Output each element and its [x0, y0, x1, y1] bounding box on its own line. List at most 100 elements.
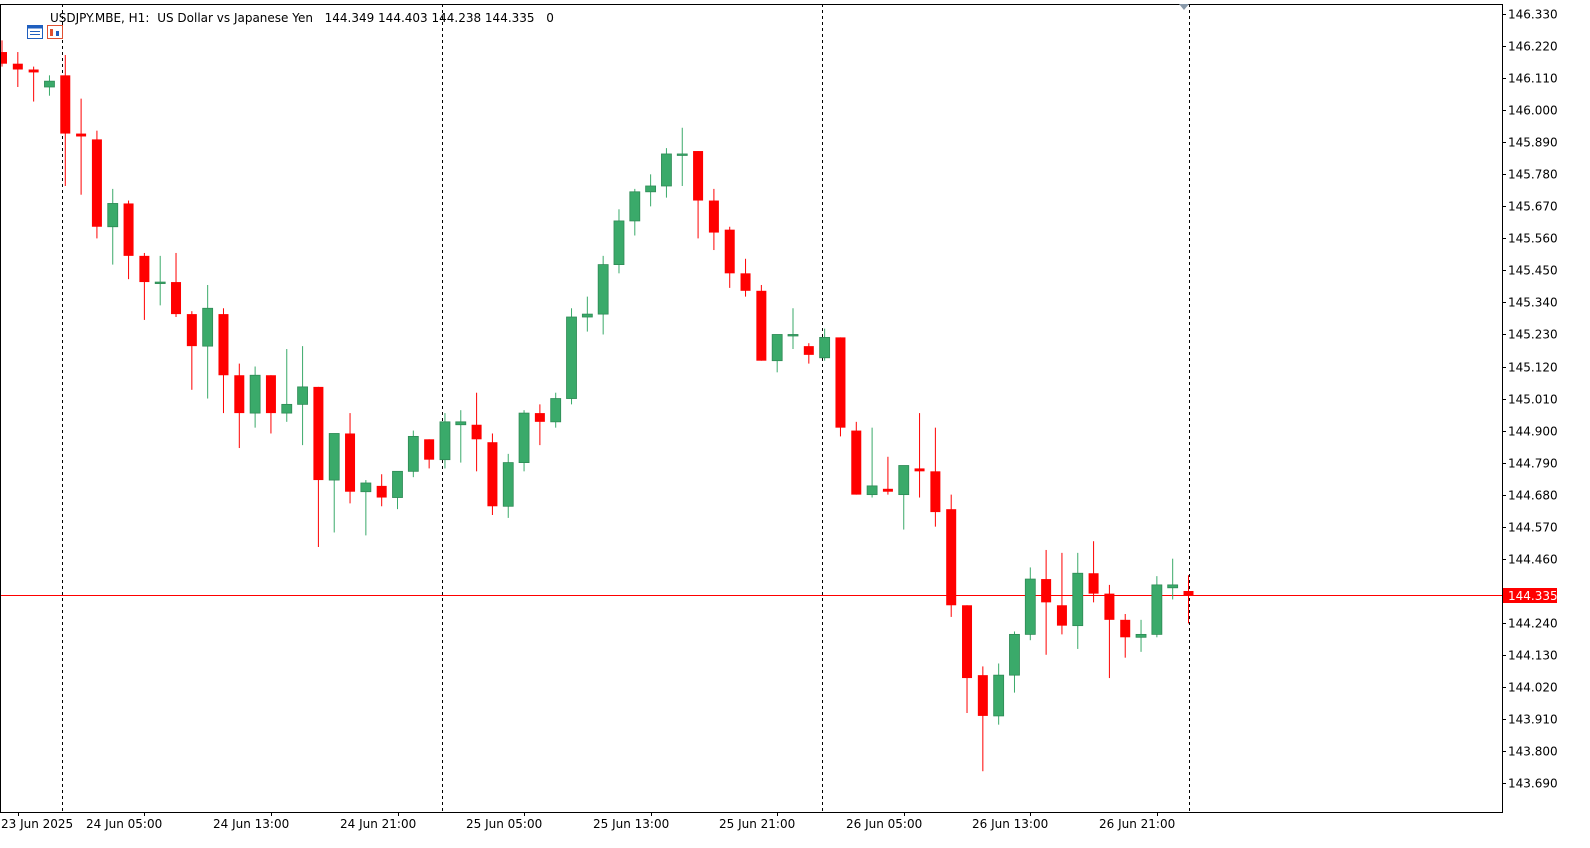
candle[interactable]: [487, 433, 498, 516]
price-axis[interactable]: 146.330 146.220 146.110 146.000 145.890 145.7…: [1502, 8, 1558, 791]
candle[interactable]: [661, 148, 672, 198]
candle[interactable]: [471, 392, 482, 472]
candle[interactable]: [0, 40, 7, 67]
candle[interactable]: [123, 200, 134, 280]
candle[interactable]: [787, 308, 799, 350]
candle[interactable]: [882, 456, 893, 495]
candle[interactable]: [234, 363, 245, 449]
candle[interactable]: [898, 465, 910, 530]
candle-body: [676, 153, 688, 156]
candle-body: [708, 200, 719, 233]
candle[interactable]: [851, 421, 862, 495]
candle[interactable]: [328, 433, 340, 533]
candle[interactable]: [154, 255, 166, 306]
candle[interactable]: [139, 252, 150, 320]
candle[interactable]: [186, 311, 197, 390]
candle[interactable]: [1056, 552, 1067, 635]
candle[interactable]: [708, 188, 719, 251]
candle[interactable]: [91, 130, 102, 239]
candle[interactable]: [281, 349, 293, 422]
candle[interactable]: [376, 474, 387, 507]
candle[interactable]: [946, 494, 957, 617]
candle[interactable]: [297, 346, 308, 446]
candle[interactable]: [218, 308, 229, 414]
candle[interactable]: [1024, 567, 1036, 641]
candle[interactable]: [424, 439, 435, 469]
candle[interactable]: [313, 386, 324, 548]
candle[interactable]: [597, 255, 609, 335]
candle[interactable]: [930, 427, 941, 527]
candle-body: [1104, 593, 1115, 620]
period-separators: [62, 4, 1190, 812]
candle[interactable]: [1183, 575, 1194, 624]
tick-volume: 0: [546, 11, 554, 25]
time-tick-label: 25 Jun 13:00: [593, 817, 669, 831]
candles[interactable]: [0, 40, 1194, 772]
candle[interactable]: [566, 308, 577, 405]
current-price-label: 144.335: [1508, 589, 1558, 603]
candle-body: [471, 424, 482, 440]
candle-body: [313, 386, 324, 481]
candle[interactable]: [977, 666, 988, 772]
candle[interactable]: [345, 413, 356, 504]
candle[interactable]: [107, 188, 119, 265]
candle[interactable]: [1009, 631, 1020, 693]
candle[interactable]: [518, 410, 530, 472]
candle[interactable]: [171, 252, 182, 318]
chart-window-icon[interactable]: [24, 11, 63, 39]
candle[interactable]: [60, 54, 71, 186]
candle[interactable]: [676, 127, 688, 186]
candle[interactable]: [693, 151, 704, 239]
candle[interactable]: [76, 98, 87, 195]
candle[interactable]: [581, 296, 593, 332]
candle[interactable]: [407, 430, 419, 478]
candle[interactable]: [962, 605, 973, 714]
candle[interactable]: [265, 375, 276, 434]
candle-body: [487, 442, 498, 507]
candle[interactable]: [44, 75, 55, 96]
candle[interactable]: [756, 284, 767, 361]
candle[interactable]: [819, 328, 831, 361]
candle[interactable]: [613, 209, 625, 274]
candle[interactable]: [1120, 614, 1131, 658]
candle[interactable]: [360, 480, 372, 536]
chart-shift-marker-icon[interactable]: [1179, 4, 1189, 10]
candle[interactable]: [1151, 576, 1163, 638]
candle[interactable]: [1072, 552, 1084, 649]
candle[interactable]: [534, 404, 545, 446]
price-tick-label: 146.000: [1508, 104, 1558, 118]
candle[interactable]: [1135, 619, 1147, 652]
candle[interactable]: [803, 343, 814, 364]
candle[interactable]: [645, 174, 657, 207]
candle[interactable]: [455, 410, 467, 463]
candle[interactable]: [914, 413, 925, 498]
candle[interactable]: [1041, 549, 1052, 655]
candle[interactable]: [28, 66, 39, 102]
candle[interactable]: [771, 334, 783, 373]
candle[interactable]: [1167, 558, 1179, 600]
candle-body: [693, 151, 704, 201]
candle[interactable]: [1088, 541, 1099, 603]
candle[interactable]: [502, 453, 514, 518]
candle[interactable]: [866, 427, 878, 498]
candle[interactable]: [629, 188, 641, 236]
candle-body: [534, 413, 545, 422]
candle-body: [360, 482, 372, 493]
candle-body: [882, 488, 893, 492]
time-axis[interactable]: 23 Jun 2025 24 Jun 05:00 24 Jun 13:00 24 Ju…: [1, 812, 1175, 831]
candle[interactable]: [550, 392, 562, 428]
list-window-icon[interactable]: [4, 11, 43, 39]
candle[interactable]: [1104, 584, 1115, 679]
candle[interactable]: [392, 470, 403, 510]
candle[interactable]: [249, 366, 261, 428]
candle[interactable]: [993, 663, 1005, 725]
candle[interactable]: [202, 284, 214, 399]
candle[interactable]: [724, 226, 735, 288]
candle[interactable]: [439, 413, 451, 469]
candle[interactable]: [835, 337, 846, 437]
candle[interactable]: [12, 52, 23, 87]
candle[interactable]: [740, 258, 751, 297]
